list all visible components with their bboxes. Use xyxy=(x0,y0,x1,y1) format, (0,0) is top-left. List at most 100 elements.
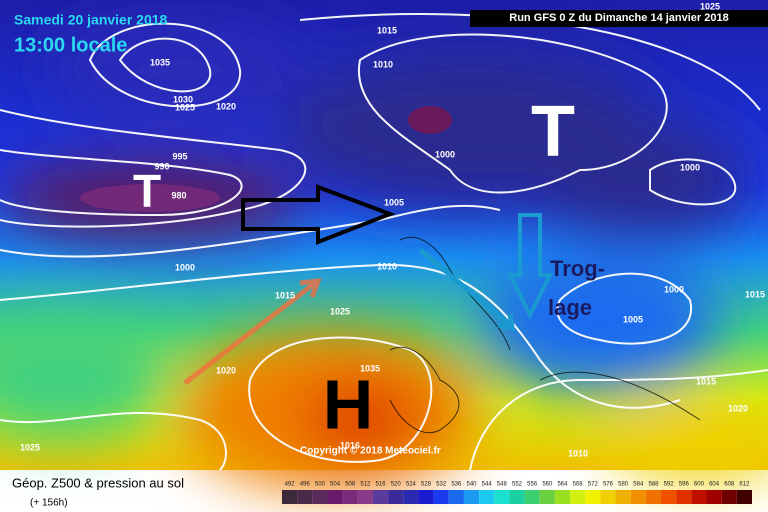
legend-swatch xyxy=(494,490,510,504)
legend-swatch xyxy=(448,490,464,504)
footer-title: Géop. Z500 & pression au sol xyxy=(12,475,184,490)
legend-label: 572 xyxy=(588,482,599,488)
run-box xyxy=(470,10,768,27)
annotation: T xyxy=(133,165,161,217)
isobar-label: 990 xyxy=(154,161,169,171)
legend-label: 600 xyxy=(694,482,705,488)
legend-swatch xyxy=(676,490,692,504)
isobar-label: 1020 xyxy=(216,365,236,375)
isobar-label: 1015 xyxy=(377,25,397,35)
legend-swatch xyxy=(721,490,737,504)
isobar-label: 1000 xyxy=(435,149,455,159)
legend-label: 524 xyxy=(406,482,417,488)
legend-swatch xyxy=(645,490,662,504)
legend-label: 612 xyxy=(739,482,750,488)
legend-swatch xyxy=(509,490,525,504)
legend-swatch xyxy=(463,490,480,504)
legend-swatch xyxy=(418,490,434,504)
local-time: 13:00 locale xyxy=(14,34,127,56)
legend-label: 588 xyxy=(648,482,659,488)
legend-label: 544 xyxy=(482,482,493,488)
legend-swatch xyxy=(282,490,298,504)
legend-label: 504 xyxy=(330,482,341,488)
legend-label: 604 xyxy=(709,482,720,488)
legend-label: 552 xyxy=(512,482,523,488)
isobar-label: 1020 xyxy=(216,101,236,111)
annotation: H xyxy=(323,365,374,443)
legend-swatch xyxy=(297,490,313,504)
legend-swatch xyxy=(661,490,677,504)
date: Samedi 20 janvier 2018 xyxy=(14,12,168,28)
isobar-label: 1000 xyxy=(664,284,684,294)
legend-swatch xyxy=(615,490,631,504)
legend-label: 516 xyxy=(376,482,387,488)
isobar-label: 1015 xyxy=(275,290,295,300)
legend-swatch xyxy=(600,490,616,504)
isobar-label: 1015 xyxy=(745,289,765,299)
isobar-label: 1025 xyxy=(330,306,350,316)
isobar-label: 1015 xyxy=(696,376,716,386)
legend-label: 564 xyxy=(557,482,568,488)
legend-swatch xyxy=(691,490,707,504)
legend-label: 580 xyxy=(618,482,629,488)
isobar-label: 995 xyxy=(172,151,187,161)
legend-label: 520 xyxy=(391,482,402,488)
annotation: T xyxy=(531,92,575,172)
legend-swatch xyxy=(403,490,419,504)
copyright: Copyright © 2018 Meteociel.fr xyxy=(300,446,441,457)
legend-swatch xyxy=(570,490,586,504)
isobar-label: 1025 xyxy=(20,442,40,452)
annotation: Trog- xyxy=(550,256,605,281)
legend-label: 608 xyxy=(724,482,735,488)
legend-label: 492 xyxy=(285,482,296,488)
legend-label: 576 xyxy=(603,482,614,488)
map-background xyxy=(0,0,768,490)
legend-swatch xyxy=(312,490,328,504)
legend-swatch xyxy=(342,490,358,504)
legend-swatch xyxy=(357,490,373,504)
isobar-label: 1025 xyxy=(175,102,195,112)
isobar-label: 1005 xyxy=(623,314,643,324)
legend-swatch xyxy=(554,490,571,504)
legend-swatch xyxy=(585,490,601,504)
legend-label: 508 xyxy=(345,482,356,488)
isobar-label: 1020 xyxy=(728,403,748,413)
legend-label: 540 xyxy=(467,482,478,488)
arrows xyxy=(183,184,554,385)
isobar-label: 1035 xyxy=(360,363,380,373)
legend-swatch xyxy=(736,490,752,504)
isobar-label: 1005 xyxy=(384,197,404,207)
isobar-label: 1010 xyxy=(377,261,397,271)
legend-swatch xyxy=(372,490,389,504)
legend-swatch xyxy=(706,490,722,504)
annotation: lage xyxy=(548,295,592,320)
legend-label: 528 xyxy=(421,482,432,488)
isobar-label: 1000 xyxy=(680,162,700,172)
isobar-label: 1010 xyxy=(373,59,393,69)
isobar-label: 1010 xyxy=(568,448,588,458)
legend-label: 596 xyxy=(679,482,690,488)
legend-label: 496 xyxy=(300,482,311,488)
run-info: Run GFS 0 Z du Dimanche 14 janvier 2018 xyxy=(509,12,728,24)
legend-label: 592 xyxy=(664,482,675,488)
isobar-label: 1035 xyxy=(150,57,170,67)
color-legend: 492 496 500 504 508 512 516 520 524 528 532 536 540 5… xyxy=(282,482,752,504)
isobar-label: 980 xyxy=(171,190,186,200)
annotations: T T H Trog-lage xyxy=(133,92,605,443)
legend-swatch xyxy=(433,490,449,504)
isobar-label: 1030 xyxy=(173,94,193,104)
legend-label: 536 xyxy=(451,482,462,488)
footer-subtitle: (+ 156h) xyxy=(30,498,68,509)
legend-swatch xyxy=(479,490,495,504)
legend-swatch xyxy=(388,490,404,504)
legend-swatch xyxy=(630,490,646,504)
isobar-label: 1016 xyxy=(340,440,360,450)
legend-label: 548 xyxy=(497,482,508,488)
legend-label: 532 xyxy=(436,482,447,488)
legend-swatch xyxy=(524,490,540,504)
legend-label: 560 xyxy=(542,482,553,488)
legend-swatch xyxy=(539,490,555,504)
legend-label: 556 xyxy=(527,482,538,488)
